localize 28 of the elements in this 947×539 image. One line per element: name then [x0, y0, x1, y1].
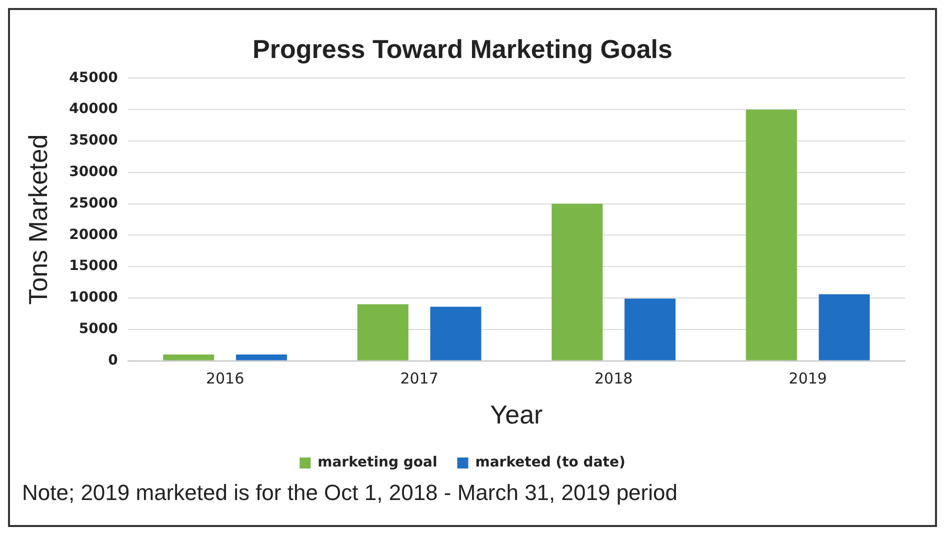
y-tick-label: 5000: [78, 321, 118, 338]
y-tick-label: 30000: [69, 164, 118, 180]
y-tick-label: 20000: [69, 226, 118, 243]
text: Note; 2019 marketed is for the Oct 1, 2018 - March 31, 2019 period: [21, 480, 678, 506]
chart-title: Progress Toward Marketing Goals: [252, 34, 672, 64]
y-tick-label: 10000: [69, 290, 118, 306]
bar: [624, 298, 676, 360]
legend-label: marketing goal: [318, 454, 438, 471]
bar: [357, 304, 408, 360]
y-tick-label: 35000: [69, 132, 118, 149]
y-tick-label: 25000: [69, 195, 118, 212]
x-axis-title: Year: [490, 400, 544, 430]
y-tick-label: 45000: [69, 70, 118, 86]
y-tick-label: 40000: [69, 101, 118, 118]
bar: [236, 354, 287, 360]
x-tick-label: 2018: [594, 370, 633, 388]
bar: [552, 204, 603, 360]
x-tick-label: 2016: [206, 370, 244, 388]
x-tick-label: 2019: [788, 370, 827, 388]
bar: [430, 306, 482, 360]
bar: [746, 110, 797, 360]
y-tick-label: 15000: [69, 258, 118, 274]
bar: [818, 294, 870, 360]
legend-label: marketed (to date): [475, 454, 626, 471]
bar: [163, 354, 214, 360]
y-axis-title: Tons Marketed: [22, 134, 53, 305]
x-tick-label: 2017: [400, 370, 438, 388]
y-tick-label: 0: [108, 352, 118, 368]
